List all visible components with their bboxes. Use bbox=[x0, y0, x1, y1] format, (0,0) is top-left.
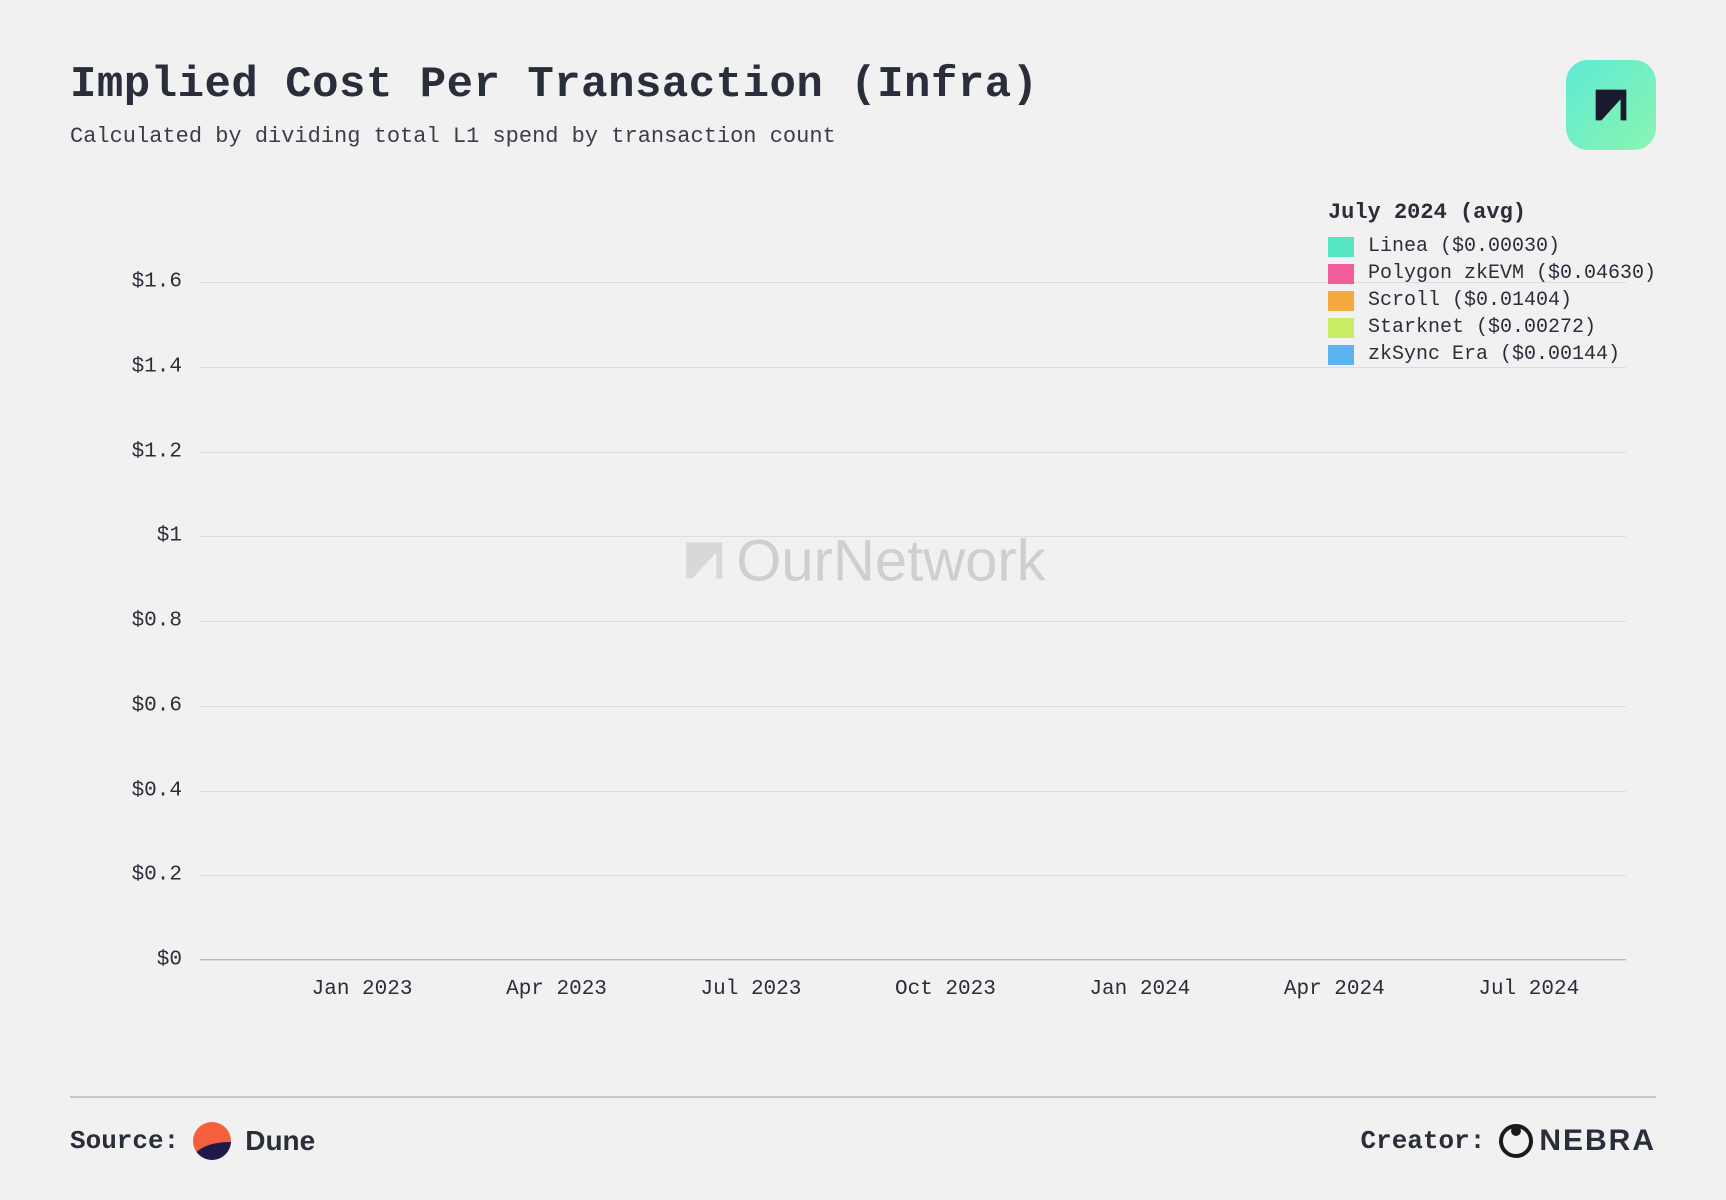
chart-area: July 2024 (avg) Linea ($0.00030) Polygon … bbox=[70, 200, 1656, 1020]
legend-swatch bbox=[1328, 291, 1354, 311]
grid-line bbox=[200, 706, 1626, 707]
legend-swatch bbox=[1328, 318, 1354, 338]
nebra-logo: NEBRA bbox=[1499, 1124, 1656, 1158]
y-tick-label: $1.6 bbox=[132, 271, 200, 294]
legend-swatch bbox=[1328, 264, 1354, 284]
legend-label: Polygon zkEVM ($0.04630) bbox=[1368, 262, 1656, 285]
y-tick-label: $1 bbox=[157, 525, 200, 548]
grid-line bbox=[200, 621, 1626, 622]
legend-title: July 2024 (avg) bbox=[1328, 200, 1656, 225]
source-name: Dune bbox=[245, 1125, 315, 1157]
creator-block: Creator: NEBRA bbox=[1361, 1124, 1657, 1158]
x-tick-label: Jul 2024 bbox=[1478, 978, 1579, 1001]
legend-item: Starknet ($0.00272) bbox=[1328, 316, 1656, 339]
source-label: Source: bbox=[70, 1126, 179, 1156]
grid-line bbox=[200, 791, 1626, 792]
chart-subtitle: Calculated by dividing total L1 spend by… bbox=[70, 124, 1039, 149]
x-tick-label: Apr 2023 bbox=[506, 978, 607, 1001]
x-tick-label: Jul 2023 bbox=[701, 978, 802, 1001]
legend-swatch bbox=[1328, 237, 1354, 257]
legend-item: Polygon zkEVM ($0.04630) bbox=[1328, 262, 1656, 285]
y-tick-label: $0.6 bbox=[132, 694, 200, 717]
grid-line bbox=[200, 536, 1626, 537]
grid-line bbox=[200, 960, 1626, 961]
chart-title: Implied Cost Per Transaction (Infra) bbox=[70, 60, 1039, 110]
y-tick-label: $1.2 bbox=[132, 440, 200, 463]
y-tick-label: $0.2 bbox=[132, 864, 200, 887]
creator-name: NEBRA bbox=[1539, 1124, 1656, 1158]
legend-item: Scroll ($0.01404) bbox=[1328, 289, 1656, 312]
legend-label: Starknet ($0.00272) bbox=[1368, 316, 1596, 339]
dune-logo-icon bbox=[193, 1122, 231, 1160]
grid-line bbox=[200, 452, 1626, 453]
brand-logo-icon bbox=[1566, 60, 1656, 150]
x-tick-label: Oct 2023 bbox=[895, 978, 996, 1001]
y-tick-label: $1.4 bbox=[132, 356, 200, 379]
y-tick-label: $0.4 bbox=[132, 779, 200, 802]
legend-label: Scroll ($0.01404) bbox=[1368, 289, 1572, 312]
y-tick-label: $0 bbox=[157, 949, 200, 972]
x-axis: Jan 2023 Apr 2023 Jul 2023 Oct 2023 Jan 2024… bbox=[200, 960, 1626, 1010]
legend-item: zkSync Era ($0.00144) bbox=[1328, 343, 1656, 366]
source-block: Source: Dune bbox=[70, 1122, 315, 1160]
header: Implied Cost Per Transaction (Infra) Cal… bbox=[70, 60, 1656, 150]
nebra-ring-icon bbox=[1499, 1124, 1533, 1158]
x-tick-label: Jan 2024 bbox=[1089, 978, 1190, 1001]
legend-label: zkSync Era ($0.00144) bbox=[1368, 343, 1620, 366]
x-tick-label: Jan 2023 bbox=[312, 978, 413, 1001]
legend: July 2024 (avg) Linea ($0.00030) Polygon … bbox=[1328, 200, 1656, 370]
footer: Source: Dune Creator: NEBRA bbox=[70, 1096, 1656, 1160]
legend-item: Linea ($0.00030) bbox=[1328, 235, 1656, 258]
title-block: Implied Cost Per Transaction (Infra) Cal… bbox=[70, 60, 1039, 149]
legend-swatch bbox=[1328, 345, 1354, 365]
creator-label: Creator: bbox=[1361, 1126, 1486, 1156]
x-tick-label: Apr 2024 bbox=[1284, 978, 1385, 1001]
y-tick-label: $0.8 bbox=[132, 610, 200, 633]
grid-line bbox=[200, 875, 1626, 876]
legend-label: Linea ($0.00030) bbox=[1368, 235, 1560, 258]
